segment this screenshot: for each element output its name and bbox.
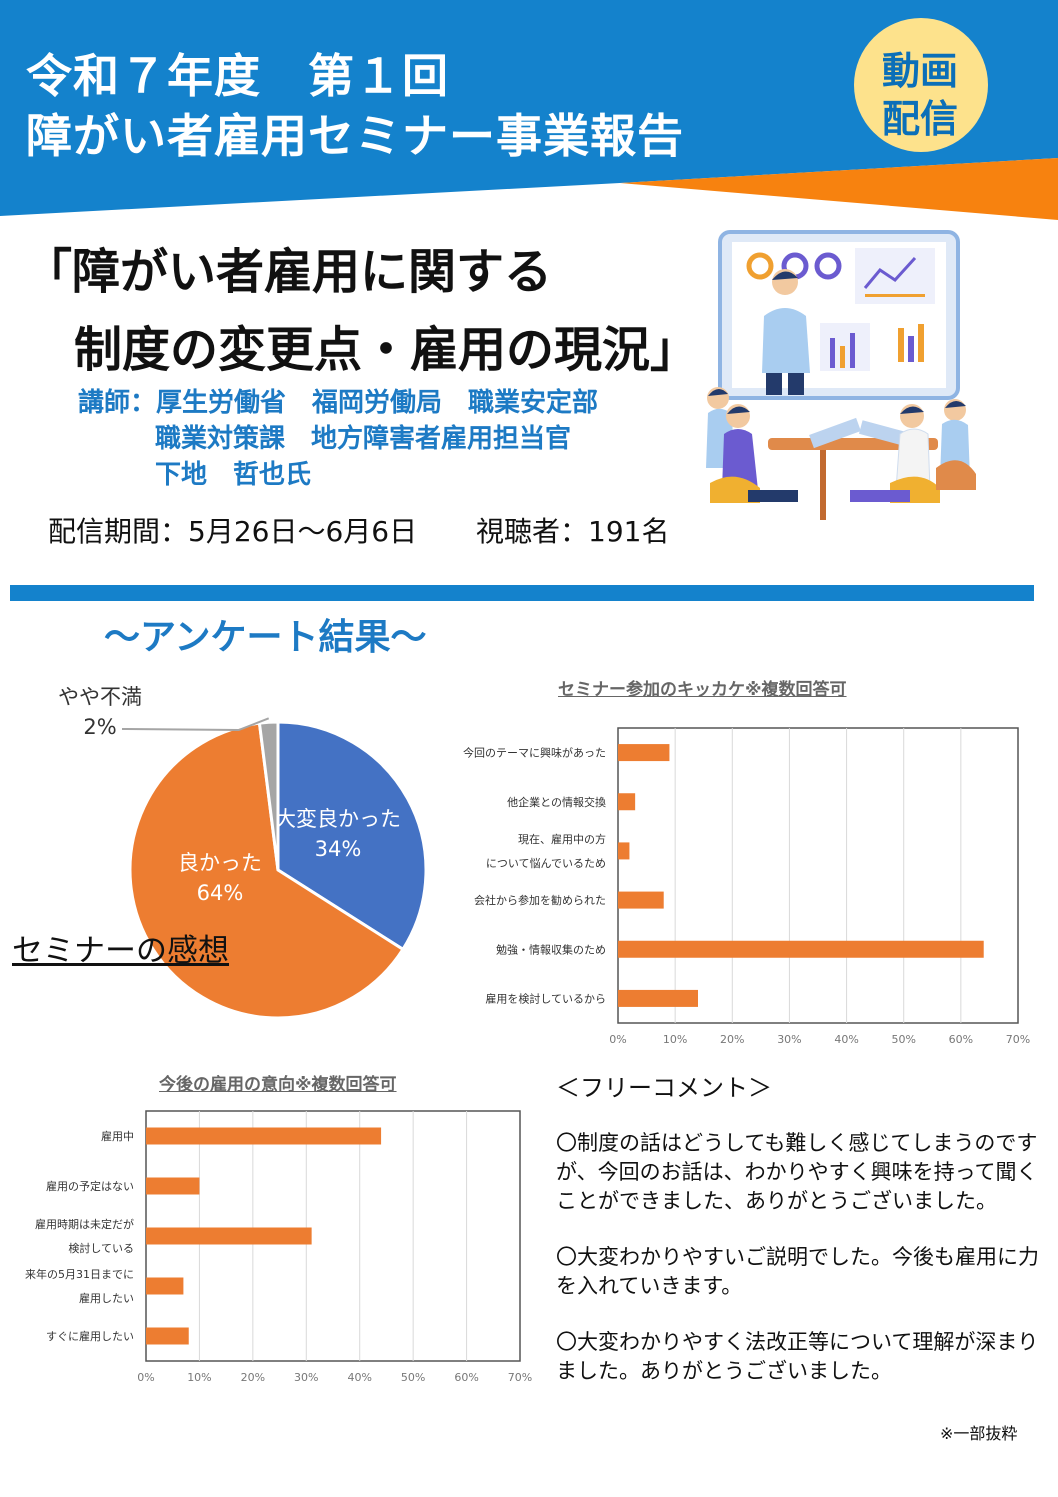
comment-item-3: 〇大変わかりやすく法改正等について理解が深まりました。ありがとうございました。 [556,1330,1039,1383]
category-label: 他企業との情報交換 [507,795,606,809]
pie-caption: セミナーの感想 [12,933,229,969]
x-tick-label: 10% [187,1371,211,1384]
x-tick-label: 60% [454,1371,478,1384]
bar [146,1177,200,1195]
comment-item-2: 〇大変わかりやすいご説明でした。今後も雇用に力を入れていきます。 [556,1245,1039,1298]
meeting-illustration [706,230,976,520]
x-tick-label: 20% [720,1033,744,1046]
report-title-line1: 令和７年度 第１回 [26,49,449,103]
pie-slice-3 [257,720,280,871]
x-tick-label: 70% [1006,1033,1030,1046]
category-label: 雇用中 [101,1129,134,1143]
bar [618,940,984,958]
x-tick-label: 20% [241,1371,265,1384]
plot-area [617,727,1019,1024]
category-label: 勉強・情報収集のため [496,942,606,956]
category-label: 検討している [68,1241,134,1255]
category-label: 雇用時期は未定だが [35,1217,134,1231]
bar [618,793,636,811]
category-label: 今回のテーマに興味があった [463,746,606,760]
x-tick-label: 30% [294,1371,318,1384]
badge-line1: 動画 [881,49,958,93]
x-tick-label: 30% [777,1033,801,1046]
satisfaction-pie-chart: 大変良かった 34% 良かった 64% やや不満 2% [58,685,428,1020]
category-label: 雇用したい [79,1291,134,1305]
x-tick-label: 70% [508,1371,532,1384]
bar [618,744,670,762]
pie-value-2: 64% [197,881,244,905]
comments-heading: ＜フリーコメント＞ [556,1074,772,1102]
category-label: 現在、雇用中の方 [518,832,606,846]
category-label: 来年の5月31日までに [25,1267,134,1281]
category-label: 雇用を検討しているから [485,991,606,1005]
bar [618,891,664,909]
reason-chart-title: セミナー参加のキッカケ※複数回答可 [558,680,847,700]
pie-slice-2 [128,721,406,1020]
distribution-period: 配信期間：5月26日～6月6日 [48,515,418,548]
footnote: ※一部抜粋 [940,1424,1018,1443]
x-tick-label: 0% [137,1371,154,1384]
category-label: 雇用の予定はない [46,1179,134,1193]
x-tick-label: 40% [347,1371,371,1384]
seminar-title-line1: 「障がい者雇用に関する [24,244,553,300]
bar [146,1127,382,1145]
category-label: 会社から参加を勧められた [474,893,606,907]
seminar-title-line2: 制度の変更点・雇用の現況」 [74,322,699,378]
report-title-line2: 障がい者雇用セミナー事業報告 [26,109,684,163]
x-tick-label: 60% [949,1033,973,1046]
category-label: について悩んでいるため [486,856,606,870]
intention-chart-title: 今後の雇用の意向※複数回答可 [159,1075,397,1095]
bar [146,1227,312,1245]
viewer-count: 視聴者：191名 [476,515,670,548]
x-tick-label: 50% [401,1371,425,1384]
pie-label-3: やや不満 [58,685,142,709]
comment-item-1: 〇制度の話はどうしても難しく感じてしまうのですが、今回のお話は、わかりやすく興味… [556,1131,1038,1213]
x-tick-label: 0% [609,1033,626,1046]
lecturer-line3: 下地 哲也氏 [155,460,312,490]
bar [618,842,630,860]
pie-label-1: 大変良かった [275,807,401,831]
survey-heading: ～アンケート結果～ [104,617,427,658]
badge-circle [854,18,988,152]
bar [146,1327,189,1345]
lecturer-line1: 講師：厚生労働省 福岡労働局 職業安定部 [78,388,599,418]
pie-value-3: 2% [83,715,116,739]
badge-line2: 配信 [881,97,958,141]
bar [618,989,698,1007]
pie-value-1: 34% [315,837,362,861]
section-divider [10,585,1034,601]
reason-bar-chart: 0% 10% 20% 30% 40% 50% 60% 70% 今回のテーマに興味があった他企業と… [463,727,1030,1046]
x-tick-label: 10% [663,1033,687,1046]
header-band [0,0,1058,220]
lecturer-line2: 職業対策課 地方障害者雇用担当官 [155,424,572,454]
category-label: すぐに雇用したい [46,1329,134,1343]
pie-label-2: 良かった [178,851,262,875]
intention-bar-chart: 0% 10% 20% 30% 40% 50% 60% 70% 雇用中雇用の予定はない雇用時期は未… [25,1110,532,1384]
bar [146,1277,184,1295]
pie-leader-line [121,717,270,732]
x-tick-label: 50% [891,1033,915,1046]
x-tick-label: 40% [834,1033,858,1046]
